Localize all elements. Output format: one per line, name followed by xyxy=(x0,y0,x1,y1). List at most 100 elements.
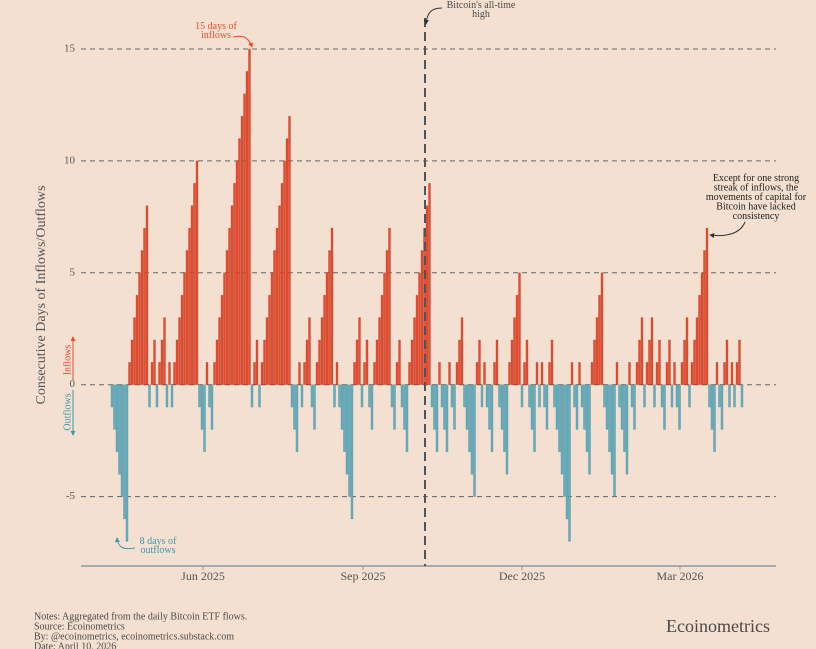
bar xyxy=(400,384,404,408)
y-tick-label: 10 xyxy=(64,154,76,166)
bar xyxy=(238,138,241,385)
bar xyxy=(405,384,409,453)
annotation-line: 8 days of xyxy=(140,536,177,547)
bar xyxy=(635,362,639,385)
bar xyxy=(540,362,544,385)
footer-line: Date: April 10, 2026 xyxy=(34,641,116,649)
bar xyxy=(655,362,659,385)
bar xyxy=(165,384,169,408)
bar xyxy=(300,384,304,408)
annotation-line: high xyxy=(472,9,490,20)
bar xyxy=(670,384,674,408)
bar xyxy=(213,362,216,385)
bar xyxy=(210,384,214,430)
bar xyxy=(530,384,534,430)
inflow-annotation-arrow xyxy=(232,35,253,48)
bar xyxy=(275,227,279,385)
bar xyxy=(235,160,239,385)
bar xyxy=(113,384,116,430)
annotation-line: 15 days of xyxy=(195,21,237,32)
bar xyxy=(128,362,131,385)
bar xyxy=(533,384,536,453)
bar xyxy=(443,384,446,430)
bar xyxy=(445,384,449,453)
bar xyxy=(483,362,486,385)
bar xyxy=(468,384,471,453)
bar xyxy=(328,250,331,385)
bar xyxy=(430,384,434,408)
bar xyxy=(678,384,681,430)
bar xyxy=(138,272,141,385)
bar xyxy=(155,384,159,408)
outflow-label: Outflows xyxy=(62,393,73,430)
bar xyxy=(505,384,509,475)
bar xyxy=(305,339,309,385)
bar xyxy=(208,384,211,408)
bar xyxy=(383,272,386,385)
bar xyxy=(193,183,196,385)
bar xyxy=(633,384,636,430)
bar xyxy=(285,138,289,385)
annotation: Bitcoin's all-time high xyxy=(447,0,516,20)
bar xyxy=(240,115,244,385)
annotation-line: movements of capital for xyxy=(706,192,807,203)
bar xyxy=(545,384,549,430)
bar xyxy=(555,384,559,430)
annotation-line: Bitcoin's all-time xyxy=(447,0,516,11)
bar xyxy=(470,384,474,475)
bar xyxy=(318,339,321,385)
y-tick-label: -5 xyxy=(66,490,76,502)
bar xyxy=(580,384,584,408)
bar xyxy=(493,362,496,385)
bar xyxy=(233,183,236,385)
bar xyxy=(550,339,554,385)
bar xyxy=(458,339,461,385)
bar xyxy=(718,384,721,408)
bar xyxy=(163,317,166,385)
bar xyxy=(170,384,174,408)
bar xyxy=(180,294,184,385)
bar xyxy=(293,384,296,430)
bar xyxy=(588,384,591,475)
bar xyxy=(278,205,281,385)
bar xyxy=(280,183,284,385)
bar xyxy=(203,384,206,453)
bar xyxy=(345,384,349,475)
bar xyxy=(335,362,339,385)
bar xyxy=(618,384,621,408)
bar xyxy=(510,339,514,385)
bar xyxy=(220,294,224,385)
annotation-line: Bitcoin have lacked xyxy=(716,202,795,213)
bar xyxy=(340,384,344,430)
bar xyxy=(435,384,439,453)
annotation-line: inflows xyxy=(201,30,231,41)
bar xyxy=(358,317,361,385)
bar xyxy=(688,384,691,408)
bar xyxy=(538,384,541,408)
bar xyxy=(450,384,454,408)
bar xyxy=(658,339,661,385)
bar xyxy=(420,250,424,385)
bar xyxy=(473,384,476,497)
bar xyxy=(695,317,699,385)
bar xyxy=(385,250,389,385)
outflow-annotation-arrow xyxy=(114,537,136,550)
bar xyxy=(433,384,436,430)
bar xyxy=(310,384,314,408)
bar xyxy=(453,384,456,430)
bar xyxy=(503,384,506,453)
bar xyxy=(570,362,574,385)
bar xyxy=(490,384,494,453)
bar xyxy=(448,362,451,385)
bar xyxy=(183,272,186,385)
bar xyxy=(190,205,194,385)
bar xyxy=(228,227,231,385)
bar xyxy=(428,183,431,385)
bar xyxy=(350,384,354,520)
bar xyxy=(725,339,729,385)
bar xyxy=(243,93,246,385)
annotation: 8 days of outflows xyxy=(140,536,177,556)
bar xyxy=(653,384,656,408)
bar xyxy=(548,362,551,385)
